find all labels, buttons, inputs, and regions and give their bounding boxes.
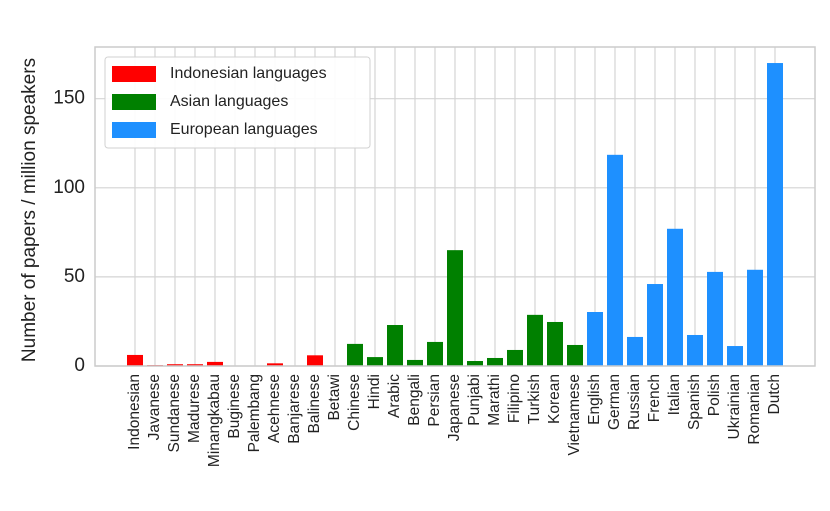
x-tick-label: German [606,374,623,430]
bar [407,359,423,366]
x-tick-label: Balinese [306,374,323,433]
bar [187,364,203,366]
x-tick-label: Minangkabau [206,374,223,467]
legend-swatch [112,122,156,138]
x-tick-label: Turkish [526,374,543,424]
bar [127,354,143,366]
bar [387,325,403,366]
bar [647,284,663,366]
bar [307,355,323,366]
x-tick-label: Polish [706,374,723,416]
x-tick-label: Hindi [366,374,383,409]
x-tick-label: Chinese [346,374,363,431]
x-tick-label: Banjarese [286,374,303,444]
y-tick-label: 150 [53,88,85,109]
x-tick-label: Italian [666,374,683,415]
legend-box [104,56,371,149]
x-tick-label: Marathi [486,374,503,426]
x-tick-label: Arabic [386,374,403,418]
bar [367,357,383,366]
bar [547,321,563,366]
x-tick-label: Indonesian [126,374,143,450]
bar [427,341,443,366]
x-tick-label: Dutch [766,374,783,415]
bar [607,154,623,366]
x-tick-label: Palembang [246,374,263,452]
bar [347,343,363,366]
x-tick-label: Buginese [226,374,243,439]
bar [667,228,683,366]
legend-label: European languages [170,121,318,138]
bar [207,361,223,366]
legend-swatch [112,66,156,82]
x-tick-label: Korean [546,374,563,424]
y-tick-label: 50 [64,266,85,287]
legend-swatch [112,94,156,110]
x-tick-label: Japanese [446,374,463,441]
bar [767,63,783,367]
x-tick-label: Sundanese [166,374,183,452]
x-tick-label: Punjabi [466,374,483,426]
x-tick-label: French [646,374,663,422]
x-tick-label: Madurese [186,374,203,443]
bar [567,344,583,366]
bar [467,361,483,366]
bar [167,364,183,366]
x-tick-label: Betawi [326,374,343,421]
x-tick-label: Vietnamese [566,374,583,456]
x-tick-label: English [586,374,603,425]
legend-label: Indonesian languages [170,65,327,82]
x-tick-label: Spanish [686,374,703,430]
bar [727,346,743,366]
bar [507,349,523,366]
y-axis-label: Number of papers / million speakers [19,58,40,362]
x-tick-label: Romanian [746,374,763,445]
bar [527,314,543,366]
bar [267,363,283,366]
y-tick-label: 0 [74,355,85,376]
bar [747,269,763,366]
x-tick-label: Bengali [406,374,423,426]
x-tick-label: Acehnese [266,374,283,443]
x-tick-label: Filipino [506,374,523,423]
bar [587,312,603,366]
legend-label: Asian languages [170,93,288,110]
x-tick-label: Ukrainian [726,374,743,439]
bar [447,250,463,366]
bar [687,334,703,366]
x-tick-label: Javanese [146,374,163,440]
plot-frame [94,46,816,367]
x-tick-label: Persian [426,374,443,427]
x-tick-label: Russian [626,374,643,430]
bar [627,336,643,366]
y-tick-label: 100 [53,177,85,198]
bar [487,357,503,366]
bar [707,271,723,366]
